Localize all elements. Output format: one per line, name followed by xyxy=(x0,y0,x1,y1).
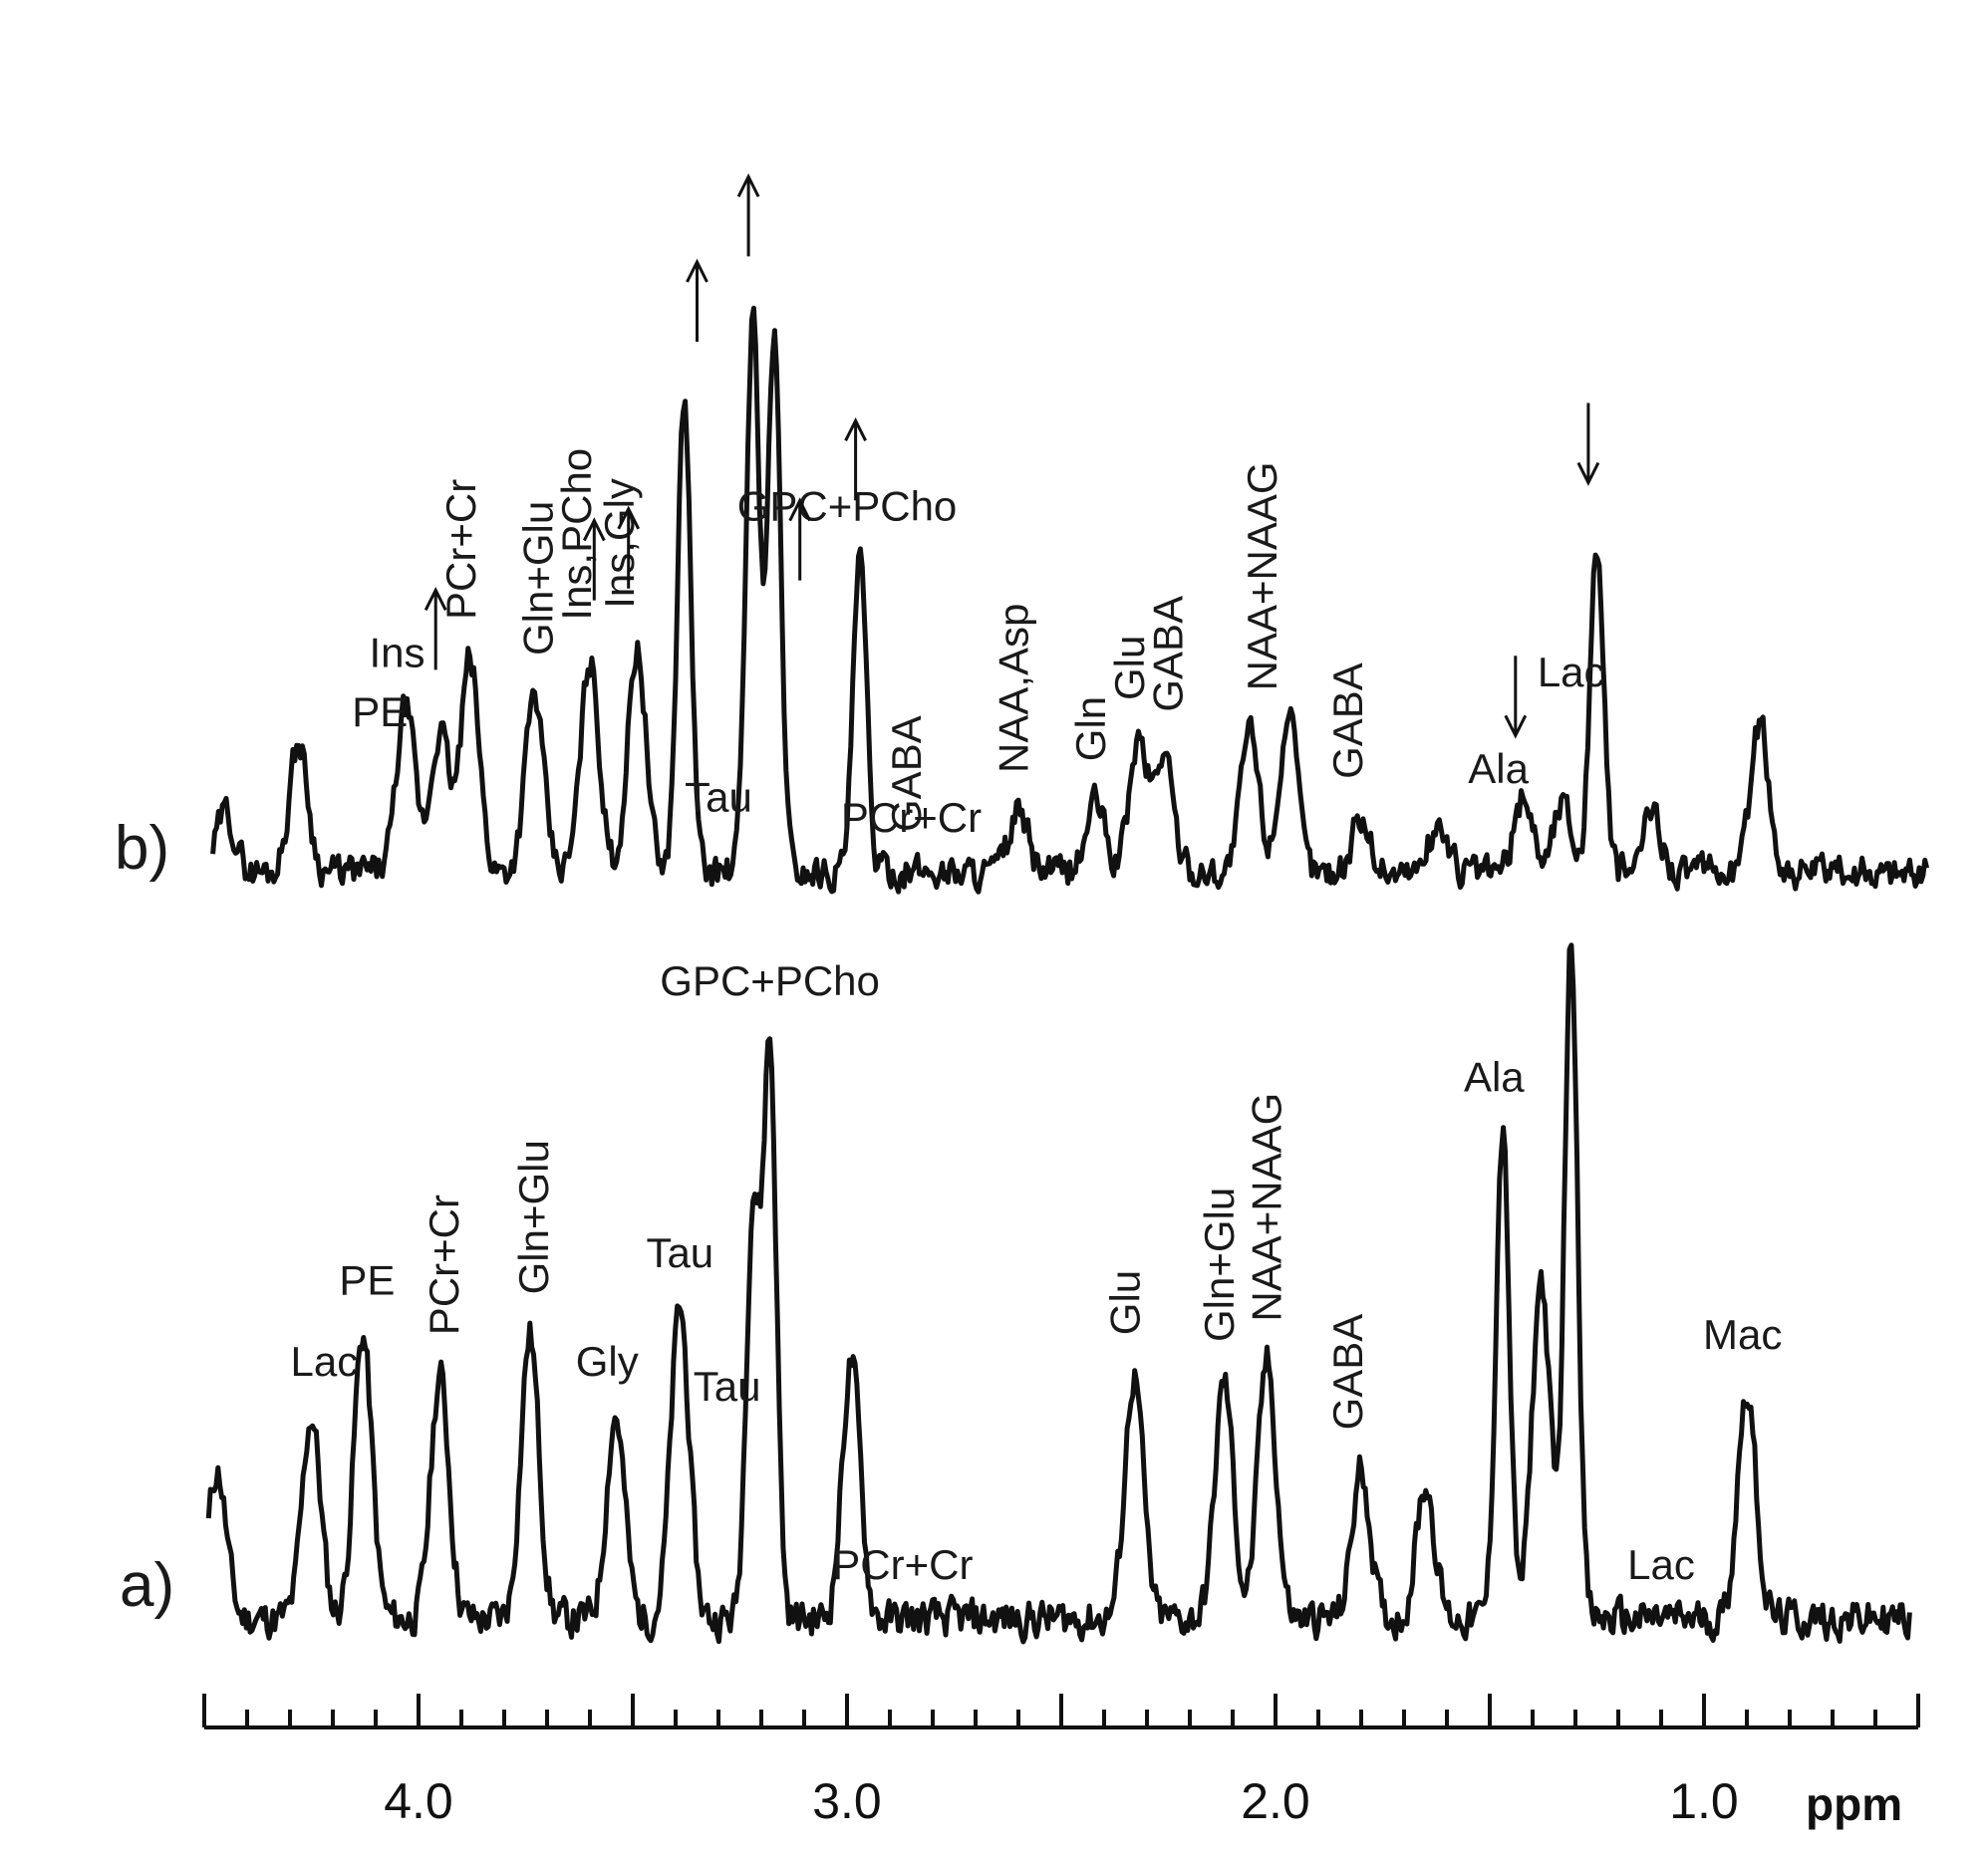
peak-label: Ala xyxy=(1468,745,1529,792)
peak-label: Gln+Glu xyxy=(510,1140,557,1294)
peak-label: Ins,Gly xyxy=(596,478,643,609)
panel-b-label: b) xyxy=(115,814,169,883)
spectrum-a-trace xyxy=(205,942,1912,1645)
panel-a-annotations: Lac PE PCr+Cr Gln+Glu Gly Tau Tau GPC+PCho PCr+C… xyxy=(291,957,1783,1588)
peak-label: PE xyxy=(339,1256,395,1303)
peak-label: NAA+NAAG xyxy=(1239,461,1285,690)
peak-label: Ala xyxy=(1464,1053,1525,1100)
peak-label: PCr+Cr xyxy=(437,479,484,620)
panel-a: a) Lac PE PCr+Cr Gln+Glu Gly Tau Tau GPC+PCho PC… xyxy=(120,942,1912,1645)
panel-a-label: a) xyxy=(120,1551,174,1620)
peak-label: Lac xyxy=(291,1338,359,1385)
peak-label: Lac xyxy=(1538,649,1605,695)
peak-label: PCr+Cr xyxy=(841,794,982,841)
peak-label: PCr+Cr xyxy=(832,1541,973,1588)
peak-label: GABA xyxy=(1324,662,1371,779)
peak-label: Ins xyxy=(369,630,425,676)
x-axis-unit-label: ppm xyxy=(1806,1778,1902,1830)
peak-label: GABA xyxy=(883,715,930,832)
x-tick-label: 3.0 xyxy=(812,1773,882,1829)
x-tick-label: 2.0 xyxy=(1241,1773,1310,1829)
peak-arrow-up xyxy=(844,416,867,501)
peak-label: Tau xyxy=(694,1363,761,1410)
peak-label: PE xyxy=(352,688,408,735)
peak-label: Tau xyxy=(646,1229,713,1276)
peak-label: GABA xyxy=(1145,596,1192,712)
peak-arrow-down xyxy=(1576,402,1600,486)
peak-label: Ins,PCho xyxy=(553,448,600,621)
x-axis: 4.0 3.0 2.0 1.0 ppm xyxy=(202,1694,1920,1830)
spectrum-b-trace xyxy=(210,305,1930,895)
peak-label: NAA+NAAG xyxy=(1243,1093,1289,1322)
peak-label: NAA,Asp xyxy=(991,604,1037,773)
peak-label: GABA xyxy=(1324,1314,1371,1431)
x-axis-ticks: 4.0 3.0 2.0 1.0 xyxy=(202,1694,1920,1829)
peak-label: Gln xyxy=(1067,696,1114,761)
peak-label: Lac xyxy=(1627,1541,1695,1588)
peak-label: Glu xyxy=(1102,1270,1149,1335)
peak-arrow-up xyxy=(736,173,760,257)
x-tick-label: 1.0 xyxy=(1669,1773,1739,1829)
peak-label: Mac xyxy=(1703,1311,1782,1358)
peak-arrow-up xyxy=(617,505,641,589)
x-tick-label: 4.0 xyxy=(384,1773,453,1829)
peak-arrow-up xyxy=(424,586,447,670)
peak-arrow-up xyxy=(686,258,709,342)
peak-arrow-up xyxy=(788,497,812,581)
peak-label: Gln+Glu xyxy=(514,501,561,656)
peak-label: GPC+PCho xyxy=(660,957,880,1004)
peak-label: Glu xyxy=(1106,636,1153,700)
peak-label: Gln+Glu xyxy=(1196,1188,1243,1342)
peak-label: PCr+Cr xyxy=(421,1194,467,1335)
peak-label: Gly xyxy=(576,1338,639,1385)
peak-arrow-up xyxy=(582,517,606,601)
peak-label: GPC+PCho xyxy=(737,482,958,529)
peak-arrow-down xyxy=(1504,656,1528,739)
peak-label: Tau xyxy=(685,774,752,821)
